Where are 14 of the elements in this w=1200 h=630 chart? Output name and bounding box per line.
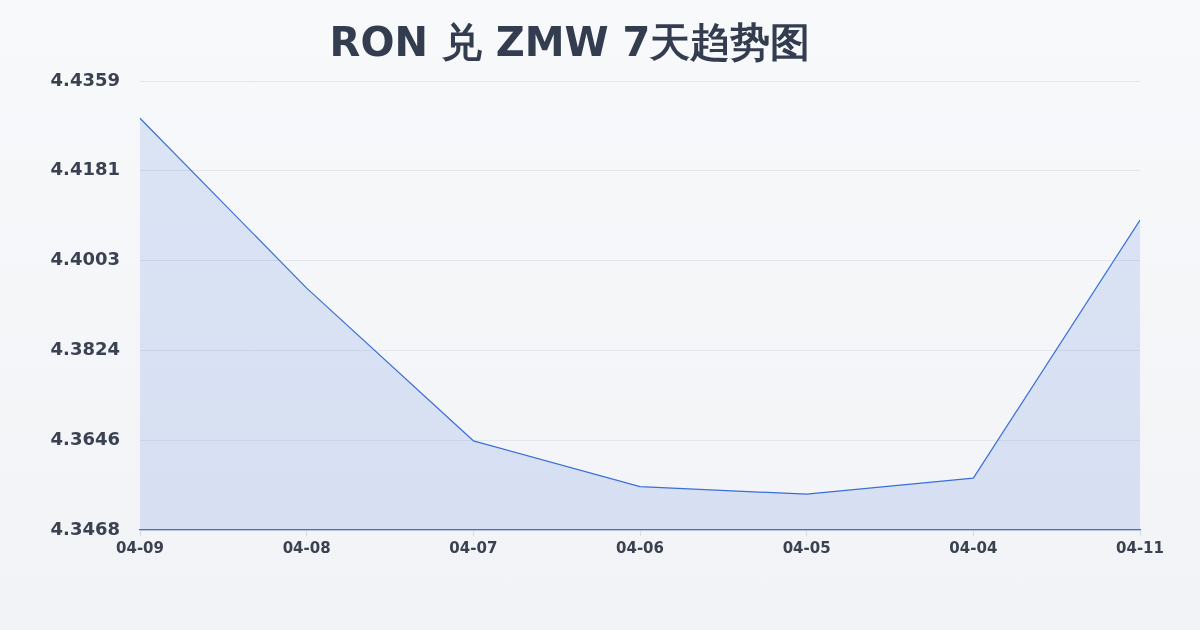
x-tick-label: 04-05 [782,538,831,557]
y-tick-label: 4.4181 [50,158,120,180]
x-tick-label: 04-04 [949,538,998,557]
x-tick-label: 04-06 [616,538,664,557]
y-tick-label: 4.4359 [50,68,120,90]
y-tick-label: 4.3646 [50,427,120,449]
x-tick-label: 04-08 [282,538,331,557]
y-tick-label: 4.3824 [50,338,120,360]
y-tick-label: 4.3468 [50,517,120,539]
x-tick-label: 04-09 [116,538,164,557]
chart-title: RON 兑 ZMW 7天趋势图 [329,19,811,66]
y-tick-label: 4.4003 [50,248,120,270]
x-tick-label: 04-11 [1116,538,1164,557]
x-tick-label: 04-07 [449,538,498,557]
